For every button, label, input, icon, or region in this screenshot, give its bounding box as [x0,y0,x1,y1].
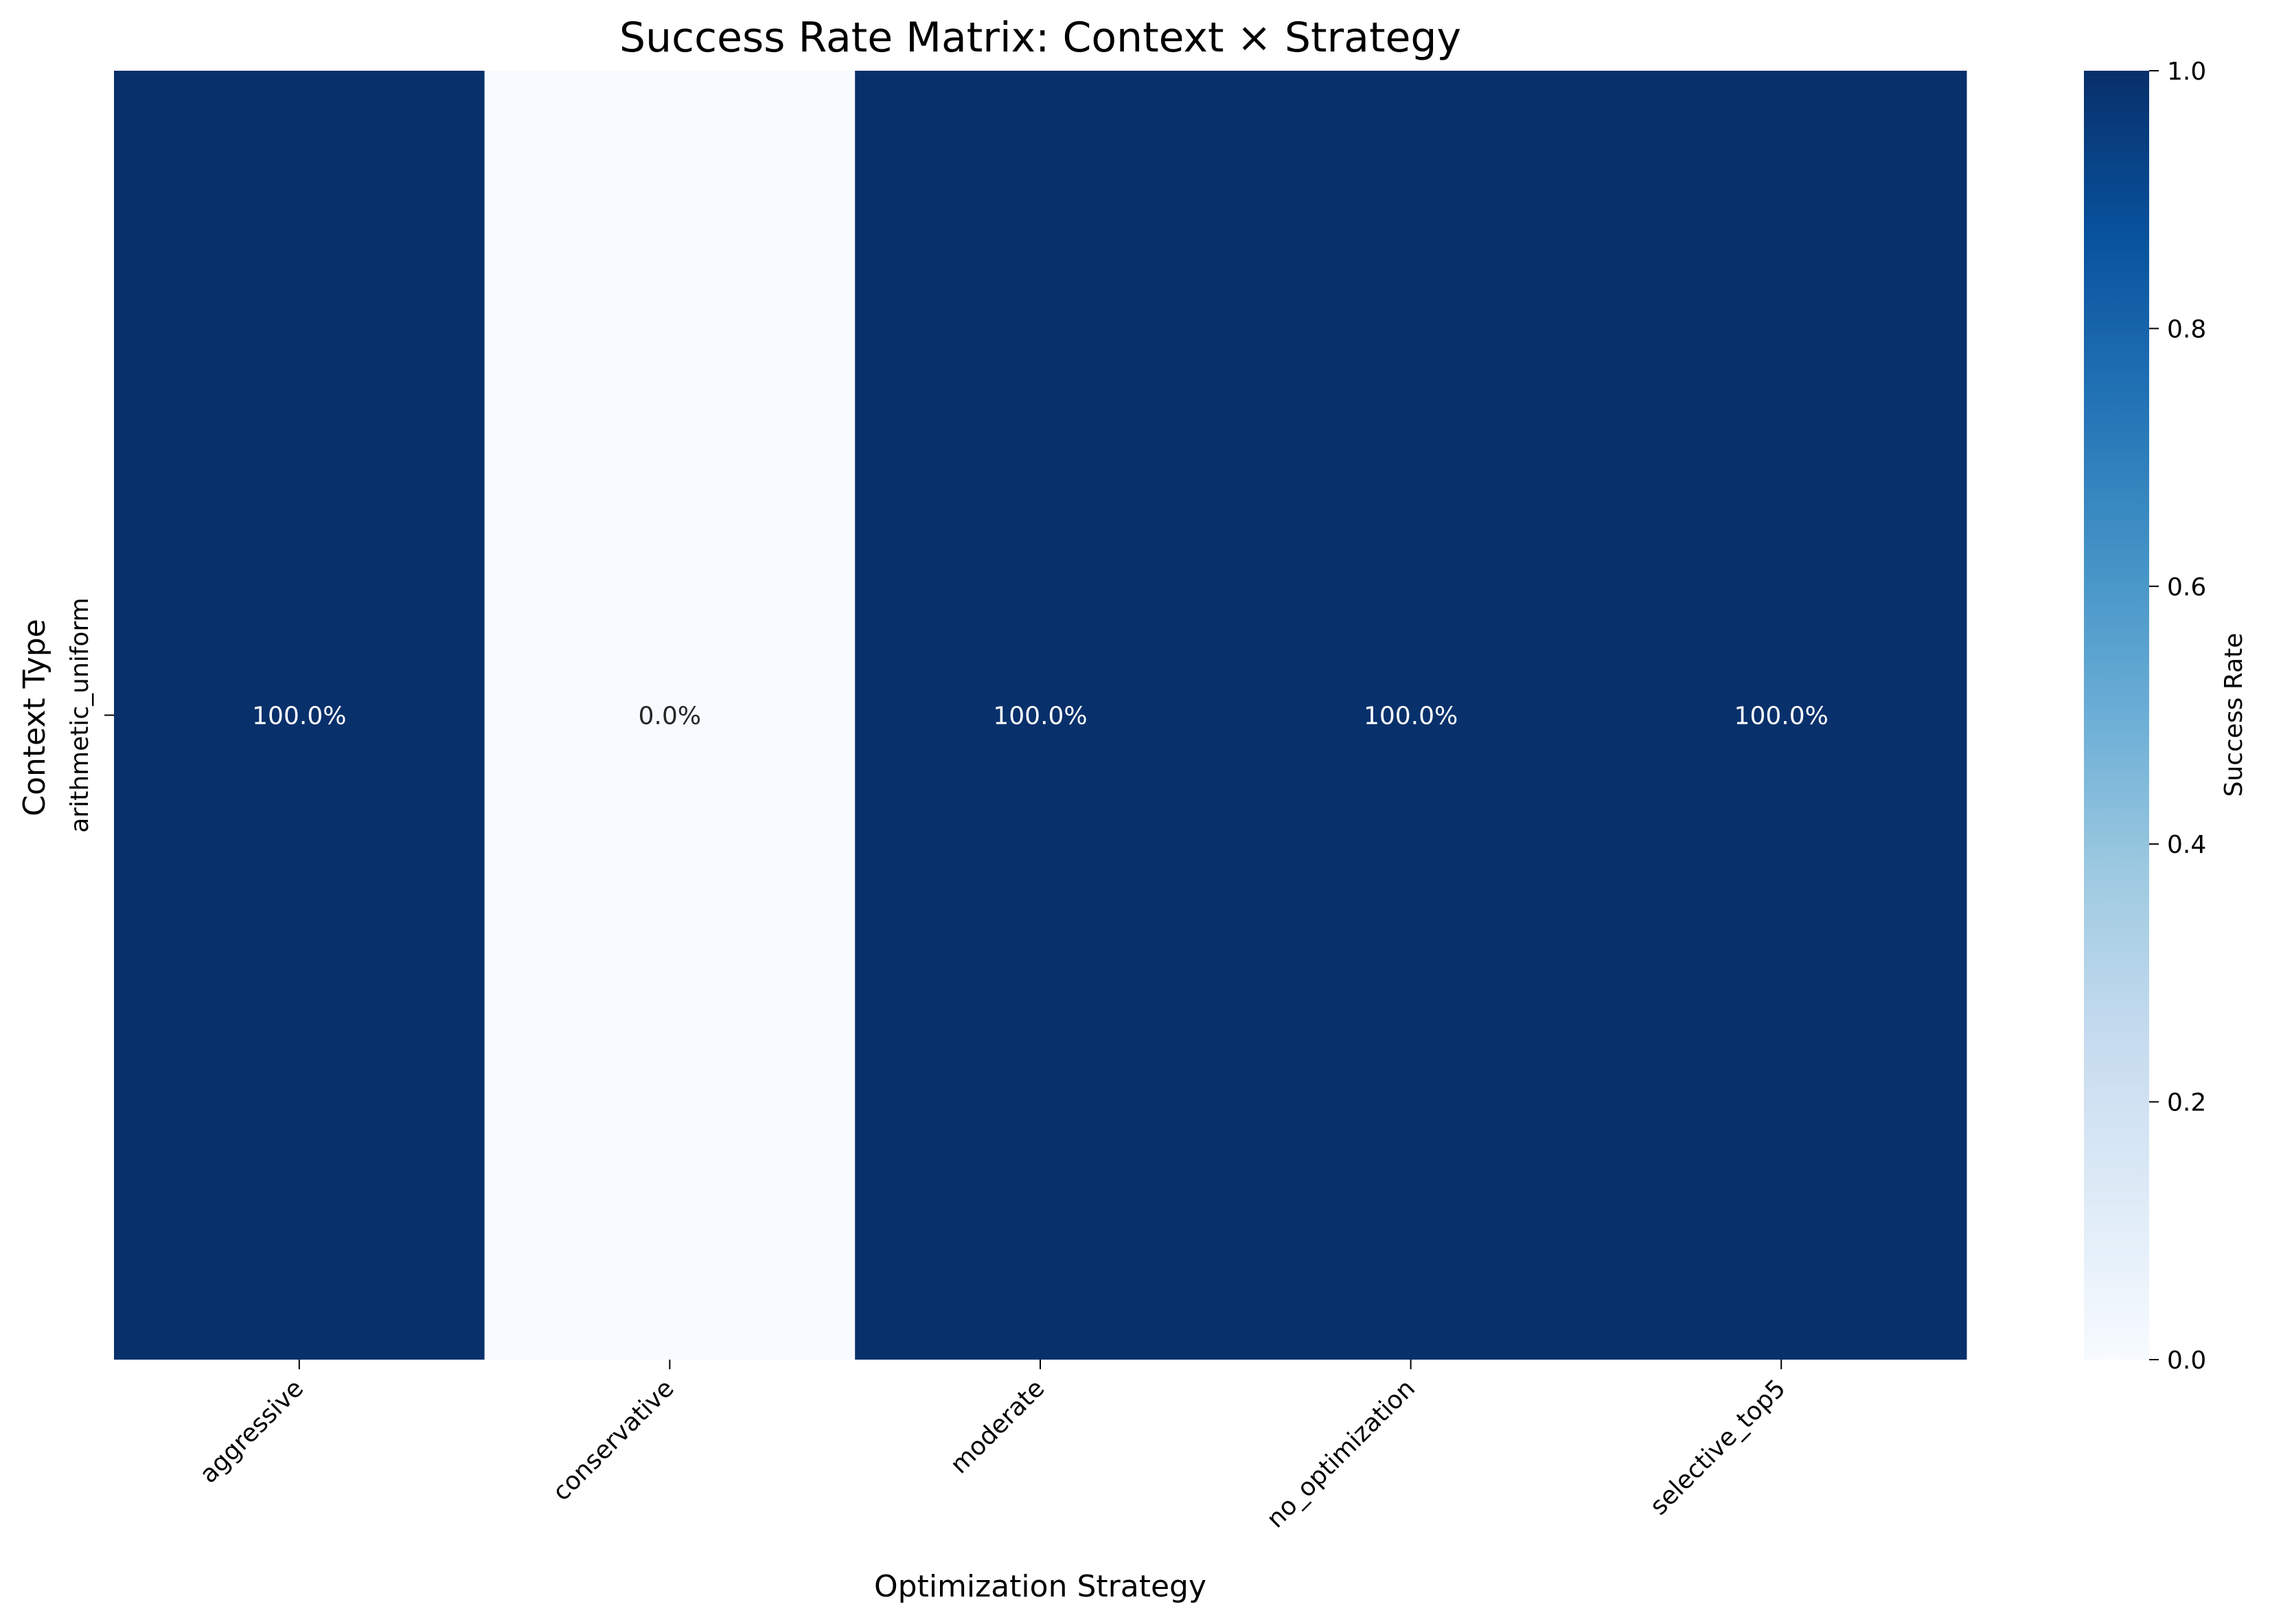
cell-value-label: 0.0% [639,702,701,731]
heatmap-cell-labels: 100.0% 0.0% 100.0% 100.0% 100.0% [252,702,1828,731]
heatmap-cell [855,71,1226,1360]
colorbar-tick-label: 0.6 [2167,573,2206,602]
y-tick-label: arithmetic_uniform [66,597,94,833]
x-axis-label: Optimization Strategy [874,1569,1206,1604]
colorbar [2084,71,2149,1360]
cell-value-label: 100.0% [252,702,346,731]
y-axis-ticks: arithmetic_uniform [66,597,114,833]
colorbar-tick-label: 1.0 [2167,58,2206,86]
heatmap-cells [114,71,1967,1360]
colorbar-ticks: 0.0 0.2 0.4 0.6 0.8 1.0 [2149,58,2206,1375]
colorbar-tick-label: 0.2 [2167,1089,2206,1117]
y-axis-label: Context Type [17,619,52,816]
colorbar-tick-label: 0.0 [2167,1347,2206,1375]
cell-value-label: 100.0% [993,702,1087,731]
cell-value-label: 100.0% [1734,702,1828,731]
heatmap-cell [114,71,485,1360]
heatmap-cell [1225,71,1596,1360]
colorbar-label: Success Rate [2220,633,2248,797]
colorbar-tick-label: 0.4 [2167,831,2206,859]
heatmap-cell [484,71,856,1360]
colorbar-tick-label: 0.8 [2167,315,2206,343]
chart-title: Success Rate Matrix: Context × Strategy [619,14,1461,62]
heatmap-cell [1596,71,1967,1360]
cell-value-label: 100.0% [1364,702,1458,731]
